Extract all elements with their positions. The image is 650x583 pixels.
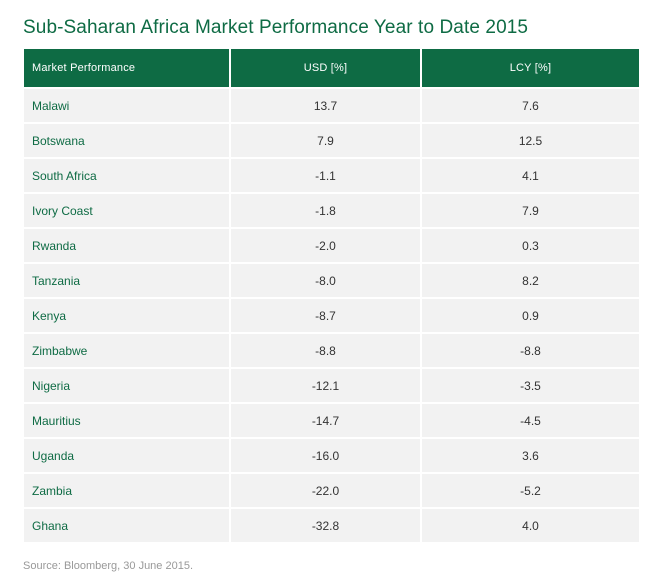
country-cell: Malawi: [24, 89, 229, 122]
usd-value-cell: -8.8: [231, 334, 420, 367]
lcy-value-cell: 7.6: [422, 89, 639, 122]
usd-value-cell: -14.7: [231, 404, 420, 437]
country-cell: Mauritius: [24, 404, 229, 437]
usd-value-cell: -8.0: [231, 264, 420, 297]
lcy-value-cell: 8.2: [422, 264, 639, 297]
usd-value-cell: -1.8: [231, 194, 420, 227]
column-header-lcy: LCY [%]: [422, 49, 639, 87]
country-cell: Zimbabwe: [24, 334, 229, 367]
country-cell: Tanzania: [24, 264, 229, 297]
table-row: Ghana -32.8 4.0: [24, 509, 639, 542]
usd-value-cell: -8.7: [231, 299, 420, 332]
lcy-value-cell: -3.5: [422, 369, 639, 402]
country-cell: Ghana: [24, 509, 229, 542]
usd-value-cell: -12.1: [231, 369, 420, 402]
usd-value-cell: -1.1: [231, 159, 420, 192]
page-title: Sub-Saharan Africa Market Performance Ye…: [23, 17, 529, 38]
market-performance-table: Market Performance USD [%] LCY [%] Malaw…: [22, 47, 641, 544]
usd-value-cell: 7.9: [231, 124, 420, 157]
lcy-value-cell: -5.2: [422, 474, 639, 507]
table-header: Market Performance USD [%] LCY [%]: [24, 49, 639, 87]
usd-value-cell: -16.0: [231, 439, 420, 472]
usd-value-cell: -2.0: [231, 229, 420, 262]
table-row: Malawi 13.7 7.6: [24, 89, 639, 122]
country-cell: Kenya: [24, 299, 229, 332]
table-row: Botswana 7.9 12.5: [24, 124, 639, 157]
lcy-value-cell: 7.9: [422, 194, 639, 227]
usd-value-cell: 13.7: [231, 89, 420, 122]
lcy-value-cell: 3.6: [422, 439, 639, 472]
column-header-market-performance: Market Performance: [24, 49, 229, 87]
lcy-value-cell: 0.3: [422, 229, 639, 262]
table-body: Malawi 13.7 7.6 Botswana 7.9 12.5 South Africa…: [24, 89, 639, 542]
table-row: Uganda -16.0 3.6: [24, 439, 639, 472]
table-header-row: Market Performance USD [%] LCY [%]: [24, 49, 639, 87]
country-cell: Botswana: [24, 124, 229, 157]
lcy-value-cell: -4.5: [422, 404, 639, 437]
column-header-usd: USD [%]: [231, 49, 420, 87]
table-row: Ivory Coast -1.8 7.9: [24, 194, 639, 227]
table-row: Kenya -8.7 0.9: [24, 299, 639, 332]
table-row: Zimbabwe -8.8 -8.8: [24, 334, 639, 367]
table-row: Rwanda -2.0 0.3: [24, 229, 639, 262]
table-row: South Africa -1.1 4.1: [24, 159, 639, 192]
lcy-value-cell: 0.9: [422, 299, 639, 332]
source-note: Source: Bloomberg, 30 June 2015.: [23, 560, 194, 572]
table-row: Zambia -22.0 -5.2: [24, 474, 639, 507]
lcy-value-cell: 4.0: [422, 509, 639, 542]
country-cell: Nigeria: [24, 369, 229, 402]
country-cell: Rwanda: [24, 229, 229, 262]
usd-value-cell: -22.0: [231, 474, 420, 507]
table-row: Mauritius -14.7 -4.5: [24, 404, 639, 437]
table-row: Tanzania -8.0 8.2: [24, 264, 639, 297]
lcy-value-cell: -8.8: [422, 334, 639, 367]
lcy-value-cell: 4.1: [422, 159, 639, 192]
country-cell: Uganda: [24, 439, 229, 472]
lcy-value-cell: 12.5: [422, 124, 639, 157]
country-cell: Ivory Coast: [24, 194, 229, 227]
country-cell: Zambia: [24, 474, 229, 507]
table-row: Nigeria -12.1 -3.5: [24, 369, 639, 402]
country-cell: South Africa: [24, 159, 229, 192]
usd-value-cell: -32.8: [231, 509, 420, 542]
